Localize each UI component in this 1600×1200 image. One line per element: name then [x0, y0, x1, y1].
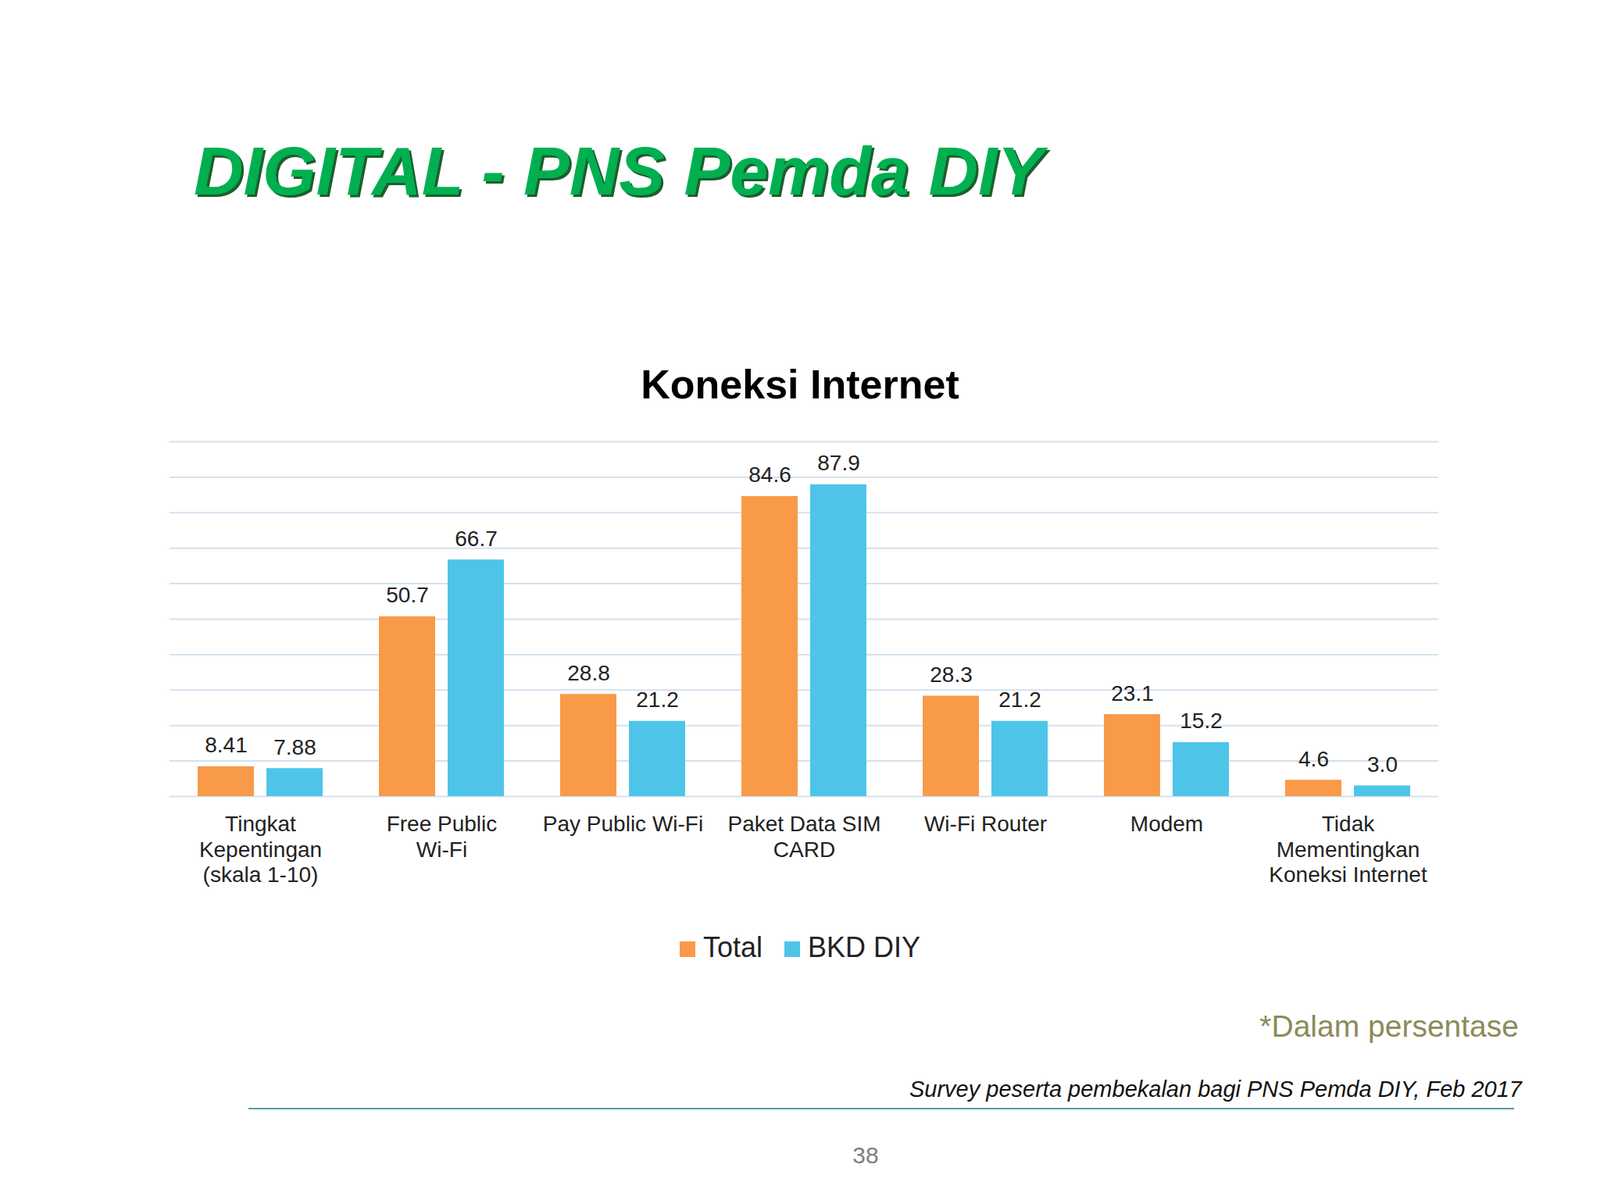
- html-text:38: 38: [852, 1142, 879, 1168]
- svg-text:28.8: 28.8: [567, 660, 611, 686]
- svg-text:TidakMementingkanKoneksi Inter: TidakMementingkanKoneksi Internet: [1268, 811, 1428, 886]
- html-text:Survey peserta pembekalan bagi: Survey peserta pembekalan bagi PNS Pemda…: [909, 1076, 1522, 1102]
- html-text:Koneksi Internet: Koneksi Internet: [640, 361, 960, 408]
- svg-text:Pay Public Wi-Fi: Pay Public Wi-Fi: [542, 811, 704, 836]
- svg-text:3.0: 3.0: [1367, 752, 1398, 777]
- svg-text:66.7: 66.7: [454, 526, 498, 551]
- svg-text:Free PublicWi-Fi: Free PublicWi-Fi: [386, 811, 498, 861]
- html-text:Total: Total: [703, 931, 763, 964]
- svg-text:87.9: 87.9: [817, 450, 861, 475]
- svg-text:50.7: 50.7: [385, 582, 429, 608]
- svg-text:8.41: 8.41: [204, 732, 248, 758]
- svg-text:15.2: 15.2: [1179, 708, 1223, 733]
- svg-text:4.6: 4.6: [1298, 746, 1329, 772]
- html-text:BKD DIY: BKD DIY: [807, 931, 921, 964]
- svg-text:21.2: 21.2: [635, 687, 679, 712]
- html-text:DIGITAL - PNS Pemda DIY: DIGITAL - PNS Pemda DIY: [193, 132, 1044, 210]
- svg-text:Modem: Modem: [1130, 811, 1204, 836]
- svg-text:23.1: 23.1: [1110, 681, 1154, 706]
- svg-text:84.6: 84.6: [748, 462, 792, 487]
- svg-text:7.88: 7.88: [273, 735, 317, 760]
- svg-text:21.2: 21.2: [998, 687, 1042, 712]
- svg-text:TingkatKepentingan(skala 1-10): TingkatKepentingan(skala 1-10): [199, 811, 322, 886]
- svg-text:Paket Data SIMCARD: Paket Data SIMCARD: [727, 811, 881, 861]
- svg-text:28.3: 28.3: [929, 662, 973, 687]
- svg-text:Wi-Fi Router: Wi-Fi Router: [924, 811, 1047, 836]
- html-text:*Dalam persentase: *Dalam persentase: [1259, 1009, 1519, 1043]
